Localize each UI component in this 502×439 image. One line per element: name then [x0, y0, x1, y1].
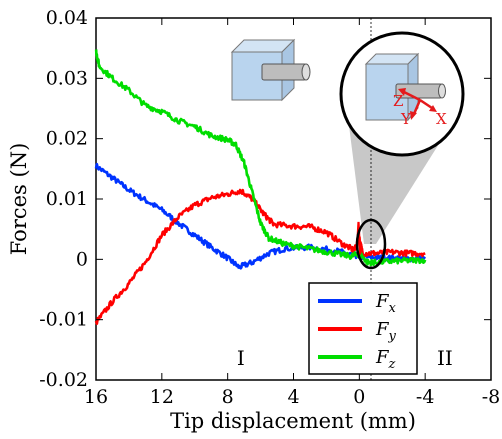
legend-label-fy: Fy	[375, 319, 397, 344]
sensor-cube-illustration	[230, 38, 311, 102]
series-line-fz	[94, 49, 427, 267]
x-axis-label: Tip displacement (mm)	[170, 409, 416, 433]
x-tick-label: 16	[84, 386, 108, 408]
legend-label-fz: Fz	[375, 347, 396, 372]
x-tick-label: -8	[482, 386, 501, 408]
y-tick-label: 0.03	[46, 67, 88, 89]
region-label: I	[237, 346, 245, 370]
inset-zoom: Z Y X	[339, 18, 465, 380]
y-tick-label: 0.02	[46, 128, 88, 150]
region-label: II	[437, 346, 453, 370]
series-layer	[94, 49, 427, 325]
x-tick-label: 12	[150, 386, 174, 408]
series-line-fy	[94, 188, 426, 325]
region-labels: I II	[237, 346, 453, 370]
y-tick-label: 0	[76, 248, 88, 270]
y-axis-label: Forces (N)	[7, 143, 31, 256]
y-tick-label: -0.01	[39, 309, 88, 331]
y-tick-label: 0.04	[46, 7, 88, 29]
inset-y-label: Y	[400, 110, 412, 128]
legend-label-fx: Fx	[375, 291, 397, 316]
axis-ticks: 16 12 8 4 0 -4 -8 -0.02 -0.01 0 0.01 0.02 0.03 0.04	[39, 7, 500, 408]
inset-x-label: X	[436, 110, 447, 128]
x-tick-label: 4	[287, 386, 299, 408]
highlight-ellipse	[355, 218, 387, 270]
inset-z-label: Z	[393, 92, 403, 110]
x-tick-label: 0	[353, 386, 365, 408]
y-tick-label: -0.02	[39, 369, 88, 391]
legend: Fx Fy Fz	[308, 282, 418, 375]
x-tick-label: -4	[416, 386, 435, 408]
y-tick-label: 0.01	[46, 188, 88, 210]
x-tick-label: 8	[222, 386, 234, 408]
